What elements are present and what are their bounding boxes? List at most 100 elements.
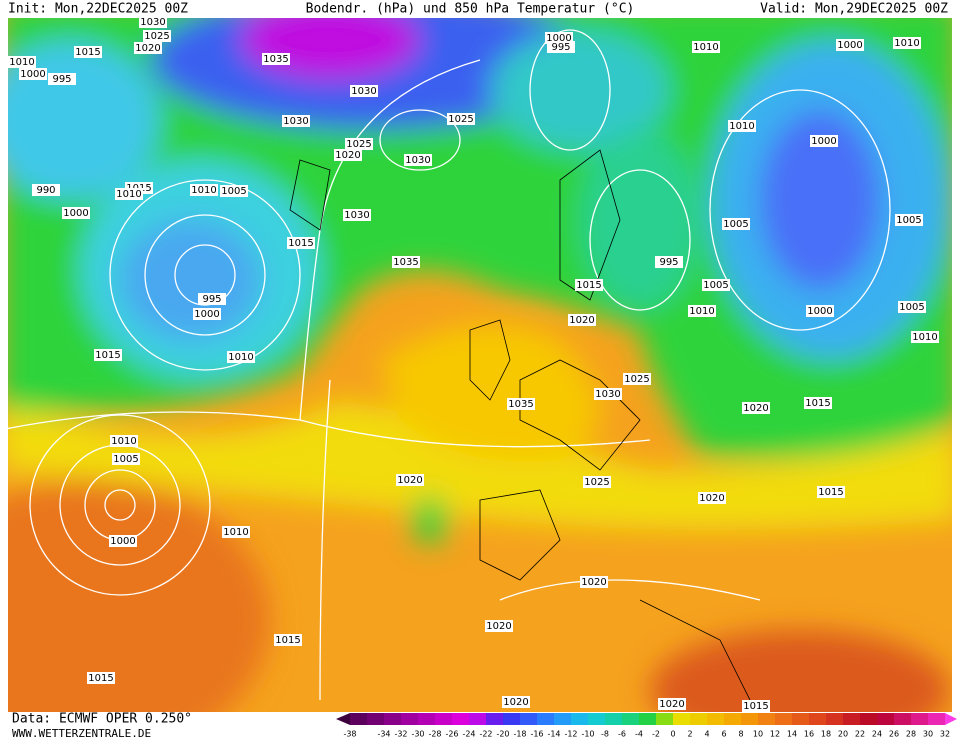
isobar-label: 1020 <box>486 621 511 632</box>
colorbar-tick-label: -4 <box>635 730 643 739</box>
website: WWW.WETTERZENTRALE.DE <box>12 727 151 740</box>
isobar-label: 1015 <box>288 238 313 249</box>
isobar-label-box <box>19 68 47 80</box>
isobar-label-box <box>702 279 730 291</box>
colorbar-segment <box>350 713 368 725</box>
isobar-label: 1015 <box>75 47 100 58</box>
colorbar-tick-label: -2 <box>652 730 660 739</box>
isobar-label: 995 <box>52 74 71 85</box>
isobar-label: 1010 <box>223 527 248 538</box>
isobar-label-box <box>334 149 362 161</box>
colorbar-tick-label: 28 <box>906 730 916 739</box>
colorbar-segment <box>826 713 844 725</box>
isobar-label-box <box>262 53 290 65</box>
isobar-label: 1010 <box>912 332 937 343</box>
init-time: Init: Mon,22DEC2025 00Z <box>8 2 188 17</box>
colorbar-tick-label: 32 <box>940 730 950 739</box>
isobar-label-box <box>836 39 864 51</box>
isobar-label-box <box>222 526 250 538</box>
isobar-label: 1010 <box>689 306 714 317</box>
isobar-label: 1005 <box>113 454 138 465</box>
colorbar-segment <box>469 713 487 725</box>
colorbar-tick-label: -26 <box>445 730 458 739</box>
isobar-label: 1015 <box>576 280 601 291</box>
colorbar-segment <box>401 713 419 725</box>
isobar-label-box <box>350 85 378 97</box>
isobar-label-box <box>345 138 373 150</box>
isobar-label: 1035 <box>263 54 288 65</box>
isobar-label-box <box>404 154 432 166</box>
colorbar-tick-label: -20 <box>496 730 509 739</box>
isobar-label: 1020 <box>135 43 160 54</box>
isobar-label: 1015 <box>818 487 843 498</box>
isobar-label-box <box>502 696 530 708</box>
colorbar-tick-label: -30 <box>411 730 424 739</box>
isobar-label: 1025 <box>448 114 473 125</box>
colorbar-segment <box>690 713 708 725</box>
colorbar-segment <box>537 713 555 725</box>
colorbar-tick-label: 14 <box>787 730 797 739</box>
isobar-label: 1035 <box>393 257 418 268</box>
isobar-label-box <box>547 41 575 53</box>
colorbar-tick-label: -38 <box>343 730 356 739</box>
isobar-label-box <box>911 331 939 343</box>
isobar-label: 1000 <box>20 69 45 80</box>
colorbar-tick-label: -24 <box>462 730 475 739</box>
isobar-label: 1030 <box>344 210 369 221</box>
isobar-label: 1005 <box>703 280 728 291</box>
isobar-label-box <box>688 305 716 317</box>
colorbar-segment <box>673 713 691 725</box>
isobar-label-box <box>893 37 921 49</box>
isobar-label: 1020 <box>335 150 360 161</box>
colorbar-tick-label: 4 <box>704 730 709 739</box>
isobar-label-box <box>396 474 424 486</box>
isobar-label-box <box>139 16 167 28</box>
isobar-label-box <box>94 349 122 361</box>
isobar-label-box <box>817 486 845 498</box>
isobar-label-box <box>898 301 926 313</box>
isobar-label-box <box>895 214 923 226</box>
isobar-label: 1000 <box>110 536 135 547</box>
colorbar-tick-label: 10 <box>753 730 763 739</box>
isobar-label-box <box>62 207 90 219</box>
colorbar-arrow-low <box>336 713 350 725</box>
isobar-label: 1000 <box>63 208 88 219</box>
isobar-label: 1010 <box>228 352 253 363</box>
colorbar-tick-label: -14 <box>547 730 560 739</box>
colorbar-segment <box>792 713 810 725</box>
isobar-label-box <box>115 188 143 200</box>
isobar-label: 1010 <box>9 57 34 68</box>
isobar-label-box <box>193 308 221 320</box>
isobar-label: 1020 <box>699 493 724 504</box>
isobars <box>8 29 891 701</box>
colorbar-segment <box>928 713 946 725</box>
isobar-label: 1020 <box>581 577 606 588</box>
isobar-label-box <box>568 314 596 326</box>
colorbar-tick-label: 2 <box>687 730 692 739</box>
isobar-label-box <box>583 476 611 488</box>
map-title: Bodendr. (hPa) und 850 hPa Temperatur (°… <box>306 2 635 17</box>
isobar-label: 1010 <box>116 189 141 200</box>
isobar-label: 1005 <box>221 186 246 197</box>
isobar-label-box <box>274 634 302 646</box>
colorbar-segment <box>707 713 725 725</box>
isobar-label: 1005 <box>896 215 921 226</box>
isobar-label-box <box>32 184 60 196</box>
colorbar-tick-label: -32 <box>394 730 407 739</box>
colorbar-segment <box>860 713 878 725</box>
isobar-label: 1020 <box>503 697 528 708</box>
colorbar-segment <box>554 713 572 725</box>
colorbar: -38 -34 -32 -30 -28 -26 -24 -22 -20 -18 -16 -14 -12-… <box>336 713 957 739</box>
colorbar-segment <box>503 713 521 725</box>
isobar-label-box <box>48 73 76 85</box>
isobar-label: 1025 <box>346 139 371 150</box>
isobar-label: 1030 <box>283 116 308 127</box>
colorbar-tick-label: -18 <box>513 730 526 739</box>
colorbar-segment <box>809 713 827 725</box>
isobar-label: 1000 <box>807 306 832 317</box>
isobar-label-box <box>575 279 603 291</box>
isobar-label-box <box>343 209 371 221</box>
colorbar-segment <box>741 713 759 725</box>
colorbar-segment <box>843 713 861 725</box>
